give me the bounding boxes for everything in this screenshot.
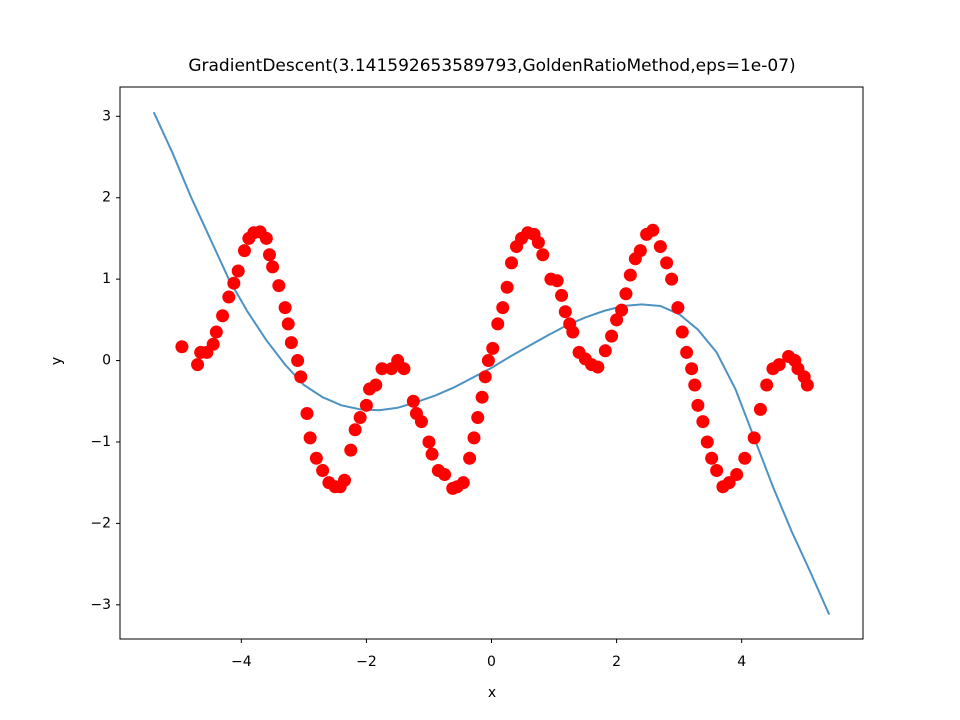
point (550, 274, 564, 288)
point (700, 435, 714, 449)
x-tick-label: 4 (737, 654, 746, 670)
point (284, 336, 298, 350)
point (316, 463, 330, 477)
point (463, 451, 477, 465)
point (615, 303, 629, 317)
point (227, 276, 241, 290)
point (338, 473, 352, 487)
point (710, 463, 724, 477)
point (680, 345, 694, 359)
point (300, 406, 314, 420)
x-tick-label: −4 (231, 654, 252, 670)
x-tick-label: 2 (612, 654, 621, 670)
point (536, 248, 550, 262)
point (344, 443, 358, 457)
point (605, 329, 619, 343)
point (353, 411, 367, 425)
y-tick-label: −3 (90, 597, 111, 613)
point (206, 337, 220, 351)
point (591, 360, 605, 374)
x-axis-label: x (488, 685, 496, 701)
point (291, 354, 305, 368)
point (705, 451, 719, 465)
y-tick-label: 3 (102, 108, 111, 124)
point (598, 344, 612, 358)
point (671, 301, 685, 315)
y-tick-label: −2 (90, 515, 111, 531)
point (730, 468, 744, 482)
point (294, 370, 308, 384)
point (216, 309, 230, 323)
point (262, 248, 276, 262)
point (491, 317, 505, 331)
point (685, 362, 699, 376)
point (456, 476, 470, 490)
point (753, 402, 767, 416)
point (425, 447, 439, 461)
point (623, 268, 637, 282)
point (406, 394, 420, 408)
chart-title: GradientDescent(3.141592653589793,Golden… (188, 56, 795, 76)
point (471, 411, 485, 425)
y-tick-label: 0 (102, 353, 111, 369)
point (309, 451, 323, 465)
point (438, 468, 452, 482)
point (259, 231, 273, 245)
point (175, 340, 189, 354)
point (531, 236, 545, 250)
point (555, 288, 569, 302)
point (738, 451, 752, 465)
point (348, 423, 362, 437)
point (633, 244, 647, 258)
point (660, 256, 674, 270)
point (397, 362, 411, 376)
point (422, 435, 436, 449)
point (414, 415, 428, 429)
point (467, 431, 481, 445)
point (675, 325, 689, 339)
point (237, 244, 251, 258)
y-tick-label: 1 (102, 271, 111, 287)
y-axis-label: y (49, 357, 65, 365)
point (610, 313, 624, 327)
point (747, 431, 761, 445)
point (696, 415, 710, 429)
point (800, 378, 814, 392)
y-tick-label: 2 (102, 190, 111, 206)
point (653, 240, 667, 254)
point (359, 398, 373, 412)
point (278, 301, 292, 315)
y-tick-label: −1 (90, 434, 111, 450)
point (478, 370, 492, 384)
fit-line (152, 111, 831, 615)
point (481, 354, 495, 368)
point (191, 358, 205, 372)
point (375, 362, 389, 376)
point (691, 398, 705, 412)
point (505, 256, 519, 270)
point (209, 325, 223, 339)
point (566, 325, 580, 339)
point (222, 290, 236, 304)
point (369, 378, 383, 392)
point (500, 280, 514, 294)
point (760, 378, 774, 392)
point (266, 260, 280, 274)
point (646, 223, 660, 237)
point (496, 301, 510, 315)
point (231, 264, 245, 278)
point (486, 341, 500, 355)
point (772, 358, 786, 372)
x-tick-label: 0 (487, 654, 496, 670)
point (475, 390, 489, 404)
point (281, 317, 295, 331)
point (619, 287, 633, 301)
x-tick-label: −2 (356, 654, 377, 670)
point (558, 305, 572, 319)
point (303, 431, 317, 445)
point (272, 279, 286, 293)
point (688, 378, 702, 392)
point (665, 272, 679, 286)
